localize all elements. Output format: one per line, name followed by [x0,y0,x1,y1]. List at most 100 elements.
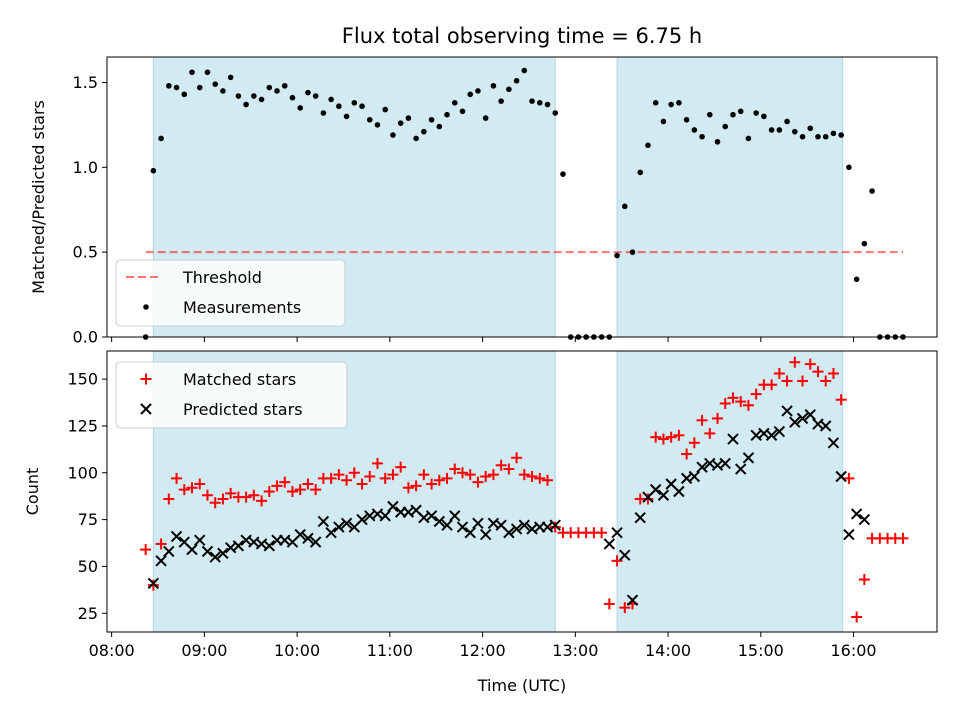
y-tick-label: 50 [78,557,98,576]
matched-star-point [750,388,762,400]
matched-star-point [766,379,778,391]
matched-star-point [696,414,708,426]
measurement-point [815,133,821,140]
predicted-star-point [472,517,484,530]
measurement-point [413,135,419,142]
measurement-point [243,101,249,108]
measurement-point [621,203,628,210]
predicted-star-point [294,528,306,541]
measurement-point [382,106,389,113]
matched-star-point [302,478,314,490]
matched-star-point [820,375,832,387]
measurement-point [274,88,280,94]
predicted-star-point [611,527,623,539]
y-tick-label: 0.0 [73,328,98,347]
matched-star-point [704,427,716,439]
matched-star-point [611,555,623,567]
matched-star-point [294,484,306,496]
measurement-point [220,88,226,94]
predicted-star-point [217,547,229,560]
x-tick-label: 13:00 [552,641,598,660]
measurement-point [281,83,288,89]
predicted-star-point [688,470,701,483]
legend-box [115,361,348,429]
matched-star-point [178,484,190,496]
matched-star-point [147,579,159,591]
matched-star-point [603,598,615,610]
x-tick-label: 15:00 [738,641,784,660]
matched-star-point [379,472,391,484]
measurement-point [683,116,690,123]
matched-star-point [402,482,414,494]
measurement-point [343,113,350,120]
y-tick-label: 0.5 [73,243,98,262]
predicted-star-point [673,485,685,498]
matched-star-point [843,472,855,484]
chart-title: Flux total observing time = 6.75 h [342,24,702,48]
measurement-point [614,252,620,259]
predicted-star-point [626,594,639,606]
measurement-point [838,132,844,138]
predicted-star-point [340,517,353,530]
matched-star-point [217,493,229,505]
measurement-point [714,139,721,145]
measurement-point [776,127,783,133]
matched-star-point [642,493,654,505]
predicted-star-point [765,429,778,442]
x-tick-label: 14:00 [645,641,691,660]
count-panel: 08:00 09:00 10:00 11:00 12:00 13:00 14:00 15:00… [23,350,938,660]
predicted-star-point [843,528,855,541]
matched-star-point [472,476,484,488]
measurement-point [768,127,775,133]
measurement-point [745,135,752,142]
measurement-point [660,118,667,125]
legend-label: Threshold [182,268,262,287]
measurement-point [544,101,551,108]
measurement-point [784,118,790,125]
x-tick-label: 11:00 [367,641,413,660]
predicted-star-point [603,538,616,550]
y-tick-label: 25 [78,604,98,623]
predicted-star-point [479,528,492,541]
measurement-point [212,81,218,87]
measurement-point [328,96,334,103]
measurement-point [173,84,180,91]
measurement-point [846,164,852,171]
matched-star-point [186,482,198,494]
y-tick-label: 125 [67,416,98,435]
matched-star-point [665,431,677,443]
measurement-point [498,98,504,104]
measurement-point [730,111,736,118]
matched-star-point [712,412,724,424]
predicted-star-point [155,555,167,567]
predicted-star-point [302,532,314,545]
matched-star-point [310,484,322,496]
measurement-point [405,115,412,121]
matched-star-point [449,463,461,475]
predicted-star-point [518,519,531,531]
matched-star-point [256,495,268,507]
measurement-point [297,105,304,111]
matched-star-point [426,478,438,490]
y-tick-label: 1.5 [73,73,98,92]
matched-star-point [171,472,183,484]
predicted-star-point [850,508,863,520]
measurement-point [637,169,644,176]
measurement-point [397,120,404,126]
matched-star-point [596,527,608,539]
measurement-point [444,111,450,118]
measurement-point [699,133,705,140]
matched-star-point [511,452,523,464]
matched-star-point [456,467,468,479]
legend-label: Measurements [183,298,301,317]
matched-star-point [410,480,422,492]
measurement-point [421,128,427,135]
matched-star-point [549,521,561,533]
measurement-point [830,130,837,137]
matched-star-point [897,532,909,544]
y-tick-label: 150 [67,370,98,389]
matched-star-point [286,486,298,497]
matched-star-point [387,469,399,481]
x-tick-label: 08:00 [89,641,135,660]
matched-star-point [418,469,430,481]
